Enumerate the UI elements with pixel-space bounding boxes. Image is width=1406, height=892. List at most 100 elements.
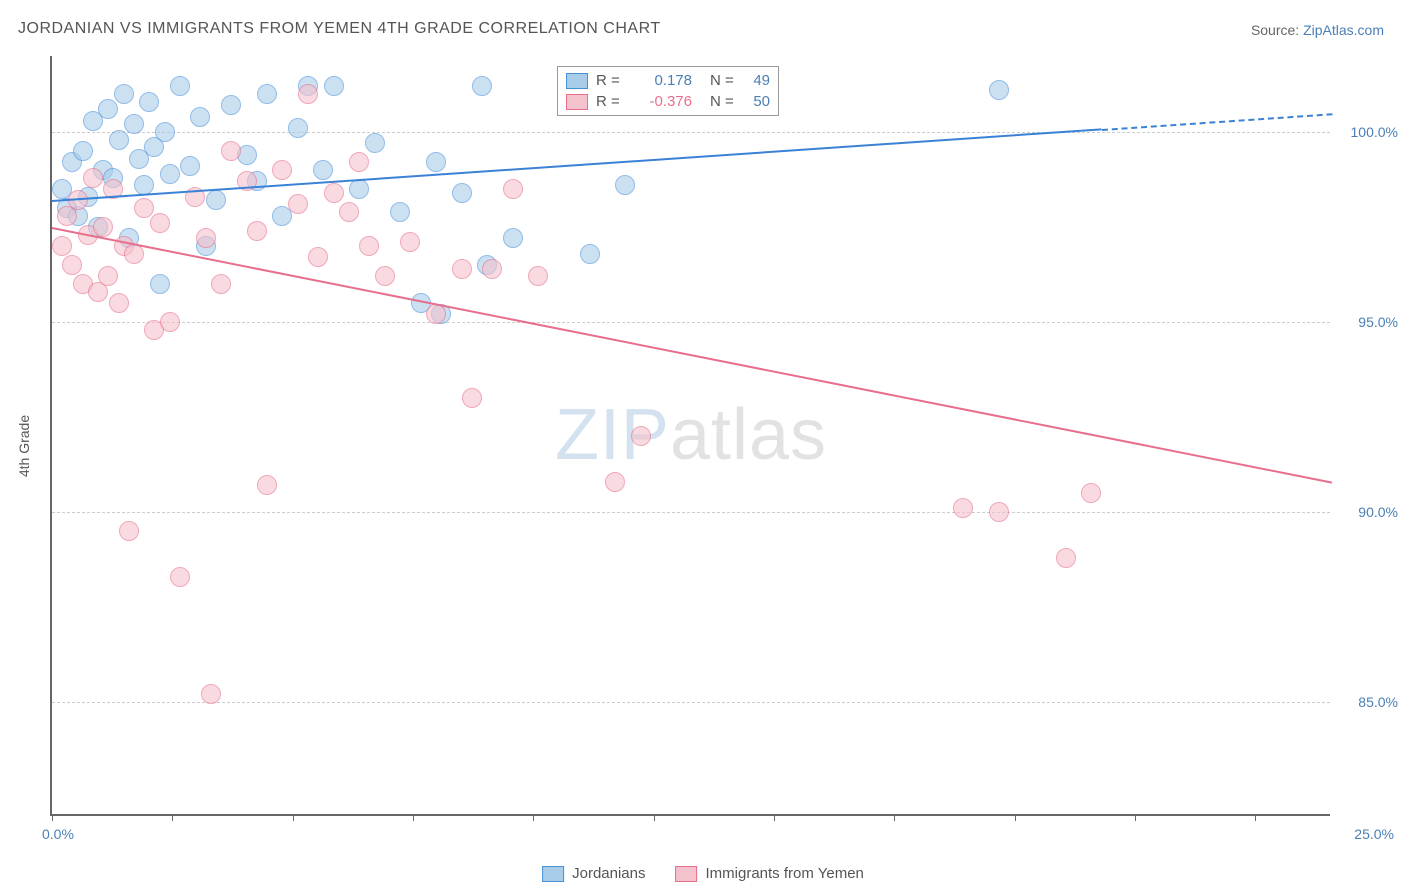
legend-swatch-series-1: [566, 73, 588, 89]
scatter-point: [155, 122, 175, 142]
scatter-point: [109, 130, 129, 150]
scatter-point: [1081, 483, 1101, 503]
scatter-point: [989, 502, 1009, 522]
scatter-point: [472, 76, 492, 96]
scatter-point: [503, 228, 523, 248]
legend-n-value-1: 49: [744, 72, 770, 89]
series-legend: Jordanians Immigrants from Yemen: [542, 865, 864, 882]
scatter-point: [150, 274, 170, 294]
source-attribution: Source: ZipAtlas.com: [1251, 22, 1384, 38]
scatter-point: [390, 202, 410, 222]
scatter-point: [98, 99, 118, 119]
scatter-point: [989, 80, 1009, 100]
scatter-point: [426, 152, 446, 172]
gridline: [52, 322, 1330, 323]
legend-item-1: Jordanians: [542, 865, 645, 882]
scatter-point: [98, 266, 118, 286]
scatter-point: [52, 236, 72, 256]
legend-row-2: R = -0.376 N = 50: [566, 91, 770, 112]
scatter-point: [73, 141, 93, 161]
scatter-point: [324, 76, 344, 96]
scatter-point: [528, 266, 548, 286]
source-prefix: Source:: [1251, 22, 1303, 38]
scatter-point: [375, 266, 395, 286]
scatter-point: [221, 141, 241, 161]
scatter-point: [400, 232, 420, 252]
x-axis-label-min: 0.0%: [42, 826, 74, 842]
scatter-point: [288, 194, 308, 214]
legend-n-value-2: 50: [744, 93, 770, 110]
scatter-point: [339, 202, 359, 222]
x-tick: [774, 814, 775, 821]
scatter-point: [615, 175, 635, 195]
x-tick: [172, 814, 173, 821]
scatter-point: [298, 84, 318, 104]
scatter-point: [605, 472, 625, 492]
scatter-point: [119, 521, 139, 541]
scatter-point: [257, 84, 277, 104]
trend-line: [52, 227, 1332, 484]
x-axis-label-max: 25.0%: [1354, 826, 1394, 842]
scatter-point: [170, 76, 190, 96]
scatter-point: [221, 95, 241, 115]
scatter-point: [1056, 548, 1076, 568]
scatter-point: [247, 221, 267, 241]
scatter-point: [180, 156, 200, 176]
scatter-point: [211, 274, 231, 294]
legend-item-2: Immigrants from Yemen: [675, 865, 863, 882]
correlation-legend: R = 0.178 N = 49 R = -0.376 N = 50: [557, 66, 779, 116]
gridline: [52, 132, 1330, 133]
legend-text-1: Jordanians: [572, 865, 645, 882]
scatter-point: [190, 107, 210, 127]
scatter-point: [313, 160, 333, 180]
scatter-point: [124, 114, 144, 134]
scatter-point: [93, 217, 113, 237]
legend-n-label-2: N =: [710, 93, 736, 110]
scatter-point: [580, 244, 600, 264]
legend-swatch-bottom-2: [675, 866, 697, 882]
legend-r-label-1: R =: [596, 72, 624, 89]
scatter-point: [365, 133, 385, 153]
legend-text-2: Immigrants from Yemen: [705, 865, 863, 882]
scatter-point: [114, 84, 134, 104]
legend-swatch-bottom-1: [542, 866, 564, 882]
y-tick-label: 85.0%: [1358, 694, 1398, 710]
scatter-point: [452, 259, 472, 279]
scatter-point: [257, 475, 277, 495]
scatter-point: [349, 152, 369, 172]
trend-line: [1102, 113, 1333, 131]
scatter-point: [109, 293, 129, 313]
scatter-point: [160, 312, 180, 332]
x-tick: [52, 814, 53, 821]
scatter-point: [134, 198, 154, 218]
scatter-point: [206, 190, 226, 210]
scatter-point: [482, 259, 502, 279]
source-link[interactable]: ZipAtlas.com: [1303, 22, 1384, 38]
scatter-point: [452, 183, 472, 203]
y-tick-label: 90.0%: [1358, 504, 1398, 520]
x-tick: [293, 814, 294, 821]
chart-title: JORDANIAN VS IMMIGRANTS FROM YEMEN 4TH G…: [18, 20, 661, 38]
scatter-point: [503, 179, 523, 199]
watermark-atlas: atlas: [670, 395, 827, 475]
legend-r-value-2: -0.376: [632, 93, 692, 110]
legend-r-value-1: 0.178: [632, 72, 692, 89]
x-tick: [1255, 814, 1256, 821]
scatter-point: [150, 213, 170, 233]
gridline: [52, 702, 1330, 703]
scatter-point: [201, 684, 221, 704]
scatter-point: [631, 426, 651, 446]
scatter-point: [308, 247, 328, 267]
scatter-point: [324, 183, 344, 203]
plot-area: ZIPatlas R = 0.178 N = 49 R = -0.376 N =…: [50, 56, 1330, 816]
scatter-point: [160, 164, 180, 184]
y-axis-label: 4th Grade: [16, 415, 32, 477]
scatter-point: [349, 179, 369, 199]
legend-r-label-2: R =: [596, 93, 624, 110]
x-tick: [894, 814, 895, 821]
x-tick: [413, 814, 414, 821]
y-tick-label: 95.0%: [1358, 314, 1398, 330]
scatter-point: [196, 228, 216, 248]
legend-swatch-series-2: [566, 94, 588, 110]
x-tick: [654, 814, 655, 821]
